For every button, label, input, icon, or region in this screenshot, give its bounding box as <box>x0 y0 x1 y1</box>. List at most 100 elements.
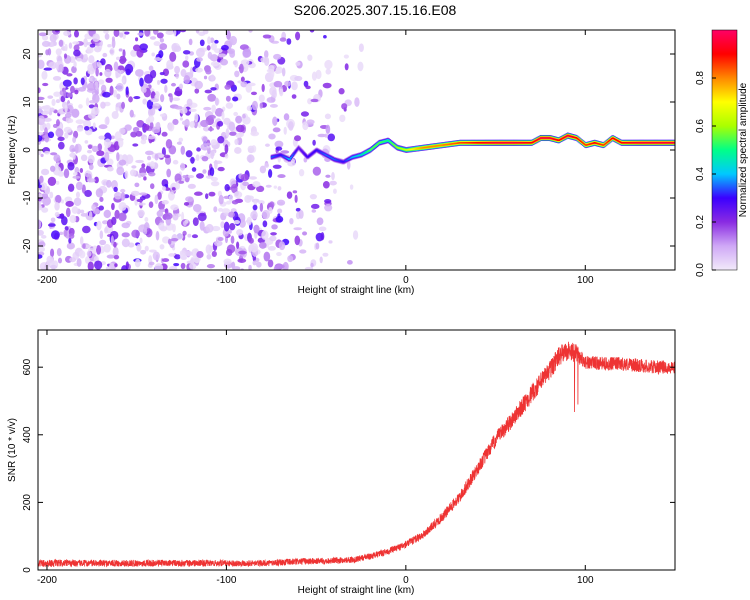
signal-track-segment <box>478 141 481 144</box>
noise-blob <box>272 127 281 133</box>
noise-blob <box>275 215 284 223</box>
signal-track-segment <box>656 141 658 144</box>
noise-blob <box>269 235 277 242</box>
signal-track-segment <box>619 141 622 144</box>
signal-track-segment <box>407 148 410 151</box>
noise-blob <box>181 120 189 126</box>
noise-blob <box>289 217 294 225</box>
signal-track-segment <box>402 148 404 150</box>
noise-blob <box>118 202 127 211</box>
signal-track-segment <box>391 142 394 145</box>
noise-blob <box>295 61 301 66</box>
noise-blob <box>97 143 103 152</box>
noise-blob <box>231 183 238 194</box>
signal-track-segment <box>504 141 507 144</box>
noise-blob <box>317 133 327 138</box>
signal-track-segment <box>635 141 638 144</box>
noise-blob <box>139 237 143 244</box>
noise-blob <box>338 87 345 95</box>
noise-blob <box>179 252 186 260</box>
signal-track-segment <box>451 143 454 145</box>
signal-track-segment <box>311 152 314 154</box>
noise-blob <box>82 225 91 234</box>
signal-track-segment <box>564 135 567 138</box>
noise-blob <box>203 106 212 111</box>
noise-blob <box>200 119 209 128</box>
signal-track-segment <box>594 142 597 144</box>
noise-blob <box>180 162 186 171</box>
noise-blob <box>145 228 153 238</box>
noise-blob <box>64 43 68 52</box>
noise-blob <box>174 105 183 110</box>
noise-blob <box>213 206 218 213</box>
signal-track-segment <box>554 138 557 141</box>
noise-blob <box>224 144 229 154</box>
noise-blob <box>38 105 43 114</box>
noise-blob <box>207 127 215 132</box>
noise-blob <box>74 30 79 38</box>
signal-track-segment <box>417 147 419 150</box>
signal-track-segment <box>475 141 478 144</box>
signal-track-segment <box>466 141 469 144</box>
signal-track-segment <box>463 141 466 144</box>
colorbar-gradient <box>711 29 738 271</box>
signal-track-segment <box>283 156 286 158</box>
signal-track-segment <box>540 137 543 139</box>
noise-blob <box>305 85 311 90</box>
noise-blob <box>107 44 112 48</box>
noise-blob <box>248 176 258 180</box>
noise-blob <box>258 94 265 103</box>
signal-track-segment <box>546 137 549 139</box>
noise-blob <box>98 135 106 140</box>
spectrogram-noise <box>38 30 364 270</box>
signal-track-segment <box>579 140 582 142</box>
signal-track-segment <box>278 154 281 156</box>
noise-blob <box>71 108 80 118</box>
noise-blob <box>132 126 140 133</box>
noise-blob <box>300 111 310 117</box>
noise-blob <box>275 146 283 151</box>
noise-blob <box>97 79 105 85</box>
noise-blob <box>189 262 197 270</box>
noise-blob <box>246 154 255 163</box>
noise-blob <box>240 76 245 82</box>
noise-blob <box>114 263 118 268</box>
noise-blob <box>203 75 208 80</box>
signal-track-segment <box>398 147 401 150</box>
noise-blob <box>59 213 65 220</box>
noise-blob <box>251 100 258 111</box>
noise-blob <box>298 209 304 219</box>
signal-track-segment <box>544 137 547 139</box>
signal-track-segment <box>495 141 498 144</box>
noise-blob <box>68 237 72 244</box>
noise-blob <box>138 202 146 206</box>
signal-track-segment <box>320 151 323 154</box>
noise-blob <box>50 165 56 172</box>
snr-y-label: SNR (10 * v/v) <box>7 418 18 482</box>
noise-blob <box>318 226 327 232</box>
signal-track-segment <box>553 138 556 141</box>
noise-blob <box>191 234 199 239</box>
noise-blob <box>92 245 97 250</box>
signal-track-segment <box>599 143 601 146</box>
signal-track-segment <box>439 144 442 147</box>
noise-blob <box>217 53 227 58</box>
signal-track-segment <box>561 137 564 140</box>
noise-blob <box>214 39 219 44</box>
signal-track-segment <box>483 141 486 144</box>
colorbar-tick-label: 0.8 <box>695 71 706 85</box>
noise-blob <box>346 260 353 265</box>
noise-blob <box>87 144 93 149</box>
noise-blob <box>38 204 43 211</box>
noise-blob <box>146 155 152 161</box>
noise-blob <box>291 81 298 91</box>
signal-track-segment <box>337 159 340 162</box>
noise-blob <box>188 38 193 46</box>
signal-track-segment <box>497 141 500 144</box>
noise-blob <box>276 251 282 257</box>
noise-blob <box>302 231 308 236</box>
noise-blob <box>60 199 65 204</box>
signal-track-segment <box>506 141 509 144</box>
x-tick-label: -200 <box>37 575 57 586</box>
signal-track-segment <box>562 137 565 139</box>
